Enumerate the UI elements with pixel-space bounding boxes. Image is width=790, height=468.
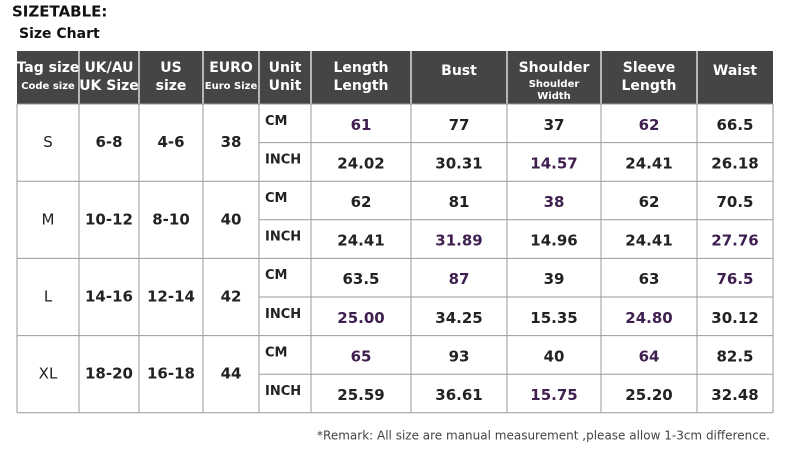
cell-value: 15.75 — [530, 386, 577, 404]
cell-uk: 6-8 — [95, 133, 122, 151]
header-text: UK Size — [79, 78, 139, 94]
header-text: Tag size — [17, 60, 80, 76]
header-text: US — [160, 60, 181, 76]
cell-unit: CM — [265, 345, 287, 360]
cell-value: 63 — [639, 270, 660, 288]
cell-value: 37 — [544, 116, 565, 134]
header-background — [17, 51, 773, 104]
cell-value: 40 — [544, 347, 565, 365]
header-text: Unit — [269, 60, 302, 76]
header-text: UK/AU — [84, 60, 133, 76]
cell-value: 66.5 — [716, 116, 753, 134]
cell-value: 24.02 — [337, 154, 384, 172]
cell-value: 82.5 — [716, 347, 753, 365]
cell-value: 15.35 — [530, 309, 577, 327]
header-text: Length — [621, 78, 676, 94]
header-text: size — [156, 78, 187, 94]
cell-us: 12-14 — [147, 288, 195, 306]
header-text: Shoulder — [529, 79, 580, 90]
cell-value: 87 — [449, 270, 470, 288]
header-text: Sleeve — [623, 60, 676, 76]
cell-value: 14.96 — [530, 232, 577, 250]
cell-value: 26.18 — [711, 154, 758, 172]
cell-value: 62 — [639, 193, 660, 211]
cell-value: 39 — [544, 270, 565, 288]
cell-value: 30.31 — [435, 154, 482, 172]
header-text: Length — [333, 78, 388, 94]
remark: *Remark: All size are manual measurement… — [317, 429, 770, 443]
cell-euro: 42 — [221, 288, 242, 306]
cell-value: 25.20 — [625, 386, 672, 404]
cell-unit: CM — [265, 191, 287, 206]
cell-value: 63.5 — [342, 270, 379, 288]
cell-value: 93 — [449, 347, 470, 365]
cell-value: 24.41 — [625, 232, 672, 250]
cell-unit: INCH — [265, 384, 301, 399]
cell-value: 32.48 — [711, 386, 758, 404]
cell-unit: INCH — [265, 307, 301, 322]
cell-value: 77 — [449, 116, 470, 134]
cell-size: L — [44, 288, 53, 306]
cell-value: 64 — [639, 347, 660, 365]
cell-value: 25.00 — [337, 309, 384, 327]
header-text: EURO — [209, 60, 253, 76]
cell-us: 8-10 — [152, 210, 190, 228]
cell-value: 61 — [351, 116, 372, 134]
cell-value: 14.57 — [530, 154, 577, 172]
cell-euro: 44 — [221, 365, 242, 383]
cell-value: 31.89 — [435, 232, 482, 250]
cell-uk: 18-20 — [85, 365, 133, 383]
cell-unit: CM — [265, 114, 287, 129]
cell-value: 62 — [639, 116, 660, 134]
header-text: Width — [537, 91, 571, 102]
header-text: Waist — [713, 63, 758, 79]
cell-unit: INCH — [265, 152, 301, 167]
header-text: Euro Size — [205, 81, 258, 92]
cell-value: 65 — [351, 347, 372, 365]
cell-uk: 14-16 — [85, 288, 133, 306]
cell-value: 81 — [449, 193, 470, 211]
cell-unit: INCH — [265, 230, 301, 245]
cell-value: 38 — [544, 193, 565, 211]
cell-value: 62 — [351, 193, 372, 211]
title: SIZETABLE: — [12, 3, 107, 21]
cell-euro: 40 — [221, 210, 242, 228]
subtitle: Size Chart — [19, 26, 100, 42]
header-text: Bust — [441, 63, 477, 79]
header-text: Shoulder — [519, 60, 590, 76]
cell-value: 30.12 — [711, 309, 758, 327]
cell-value: 34.25 — [435, 309, 482, 327]
cell-size: S — [43, 133, 53, 151]
cell-unit: CM — [265, 268, 287, 283]
cell-size: XL — [39, 365, 58, 383]
cell-value: 24.41 — [337, 232, 384, 250]
cell-size: M — [42, 210, 55, 228]
header-text: Length — [333, 60, 388, 76]
cell-value: 70.5 — [716, 193, 753, 211]
cell-value: 76.5 — [716, 270, 753, 288]
cell-value: 24.41 — [625, 154, 672, 172]
cell-value: 25.59 — [337, 386, 384, 404]
cell-uk: 10-12 — [85, 210, 133, 228]
cell-us: 16-18 — [147, 365, 195, 383]
header-text: Unit — [269, 78, 302, 94]
cell-euro: 38 — [221, 133, 242, 151]
cell-value: 36.61 — [435, 386, 482, 404]
cell-value: 24.80 — [625, 309, 672, 327]
cell-value: 27.76 — [711, 232, 758, 250]
cell-us: 4-6 — [157, 133, 184, 151]
header-text: Code size — [21, 81, 75, 92]
